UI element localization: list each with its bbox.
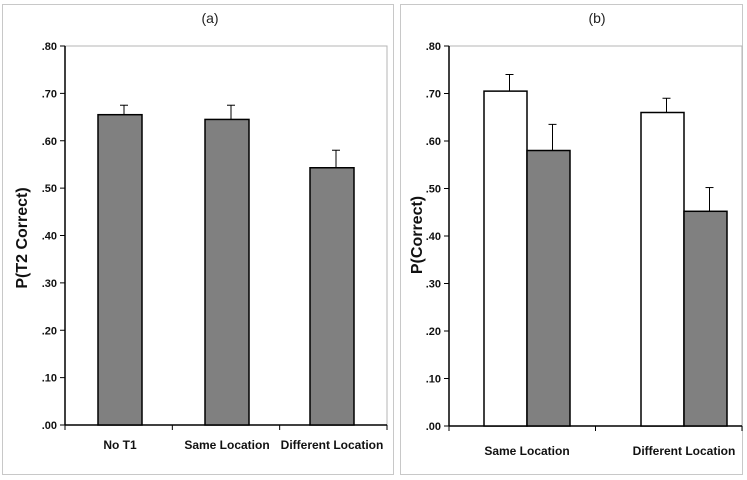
y-tick-label: .00 <box>42 420 57 432</box>
bar <box>483 90 528 427</box>
y-tick-label: .10 <box>42 373 57 385</box>
x-category-label: Same Location <box>184 438 269 452</box>
y-tick-label: .30 <box>426 279 441 291</box>
x-category-label: Same Location <box>484 444 569 458</box>
bar <box>97 113 143 426</box>
y-axis-title: P(Correct) <box>409 196 426 274</box>
y-tick-label: .50 <box>426 184 441 196</box>
x-category-label: Different Location <box>281 438 384 452</box>
bar <box>309 167 355 426</box>
y-tick-label: .40 <box>42 231 57 243</box>
bar <box>204 118 250 426</box>
y-tick-label: .60 <box>42 136 57 148</box>
y-tick-label: .00 <box>426 421 441 433</box>
y-tick-label: .30 <box>42 278 57 290</box>
chart-panel-a: (a) .00 .10 .20 .30 .40 .50 .60 .70 .80 P(T2 Corre… <box>2 4 394 475</box>
chart-panel-b: (b) .00 .10 .20 .30 .40 .50 .60 .70 .80 P(Correct)… <box>400 4 743 475</box>
y-tick-label: .10 <box>426 374 441 386</box>
y-tick-label: .20 <box>42 325 57 337</box>
panel-label: (b) <box>588 10 605 26</box>
bar <box>683 210 728 427</box>
y-tick-label: .70 <box>42 88 57 100</box>
y-tick-label: .80 <box>42 41 57 53</box>
y-tick-label: .50 <box>42 183 57 195</box>
y-tick-label: .40 <box>426 231 441 243</box>
bar-chart-b: (b) .00 .10 .20 .30 .40 .50 .60 .70 .80 P(Correct)… <box>409 10 743 458</box>
x-category-label: No T1 <box>103 438 137 452</box>
y-tick-label: .80 <box>426 41 441 53</box>
bar-chart-a: (a) .00 .10 .20 .30 .40 .50 .60 .70 .80 P(T2 Corre… <box>14 10 388 452</box>
y-tick-label: .60 <box>426 136 441 148</box>
panel-label: (a) <box>201 10 218 26</box>
bar <box>640 111 685 427</box>
y-axis-title: P(T2 Correct) <box>14 187 31 288</box>
x-category-label: Different Location <box>633 444 736 458</box>
y-tick-label: .70 <box>426 89 441 101</box>
y-tick-label: .20 <box>426 326 441 338</box>
bar <box>526 149 571 427</box>
